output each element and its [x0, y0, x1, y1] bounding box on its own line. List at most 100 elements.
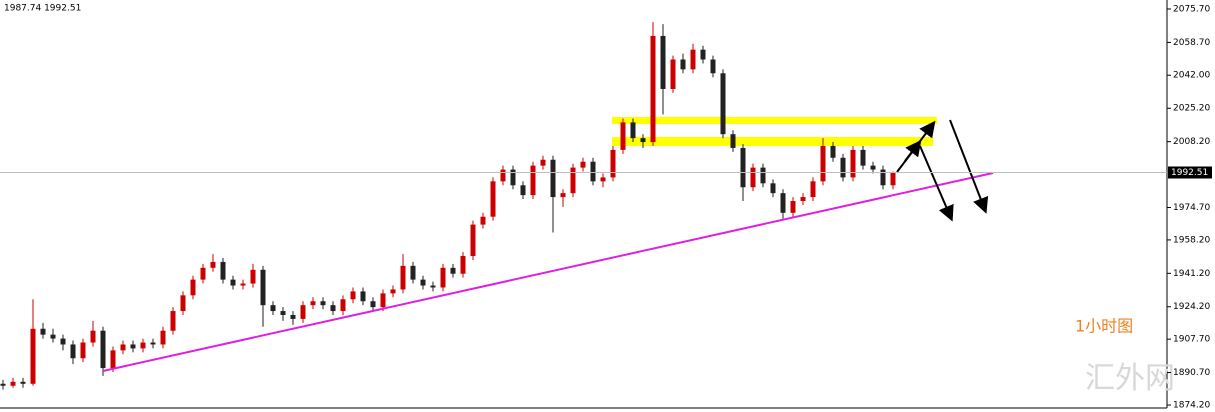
candle-body — [860, 149, 866, 166]
candle-body — [890, 172, 896, 186]
candle-body — [710, 59, 716, 74]
candle-body — [20, 381, 26, 384]
candle-body — [750, 167, 756, 188]
candle-body — [690, 49, 696, 70]
candle-body — [280, 311, 286, 315]
candle-body — [130, 344, 136, 349]
candle-body — [60, 338, 66, 345]
candle-body — [150, 342, 156, 345]
candle-body — [610, 149, 616, 178]
candle-body — [120, 344, 126, 351]
y-tick-label: 1974.70 — [1173, 203, 1210, 213]
last-price-label: 1992.51 — [1171, 168, 1208, 178]
arrow — [904, 120, 936, 162]
candle-body — [0, 383, 6, 386]
candle-body — [810, 181, 816, 198]
candle-body — [250, 269, 256, 284]
y-tick-label: 2042.00 — [1173, 71, 1210, 81]
candle-body — [410, 265, 416, 280]
y-tick-label: 1958.20 — [1173, 235, 1210, 245]
candle-body — [470, 224, 476, 257]
candle-body — [440, 267, 446, 288]
candle-body — [80, 342, 86, 359]
y-tick-label: 1890.70 — [1173, 368, 1210, 378]
candle-body — [640, 138, 646, 143]
y-tick-label: 2075.70 — [1173, 5, 1210, 15]
candle-body — [870, 165, 876, 170]
annotation: 1小时图 — [1075, 317, 1133, 336]
candle-body — [140, 342, 146, 349]
candle-body — [540, 159, 546, 166]
candle-body — [310, 301, 316, 306]
candle-body — [210, 261, 216, 268]
candle-body — [230, 279, 236, 286]
candle-body — [460, 256, 466, 274]
candle-body — [670, 59, 676, 89]
candle-body — [770, 183, 776, 194]
candle-body — [360, 291, 366, 302]
watermark: 汇外网 — [1085, 361, 1175, 396]
candle-body — [790, 201, 796, 213]
resistance-zone — [612, 137, 933, 146]
candle-body — [40, 328, 46, 335]
candle-body — [720, 73, 726, 135]
candle-body — [320, 301, 326, 306]
candle-body — [600, 177, 606, 182]
candle-body — [370, 301, 376, 308]
candle-body — [620, 122, 626, 150]
candle-body — [800, 197, 806, 202]
candle-body — [570, 167, 576, 194]
candle-body — [260, 269, 266, 306]
y-tick-label: 2058.70 — [1173, 38, 1210, 48]
candle-body — [840, 157, 846, 178]
candle-body — [510, 169, 516, 186]
candle-body — [590, 161, 596, 182]
last-price-box — [1168, 166, 1212, 179]
candle-body — [580, 161, 586, 168]
candle-body — [110, 350, 116, 369]
candle-body — [490, 181, 496, 217]
candle-body — [680, 59, 686, 70]
candle-body — [780, 193, 786, 213]
candle-body — [400, 265, 406, 290]
candle-body — [180, 295, 186, 312]
candle-body — [660, 35, 666, 89]
candle-body — [190, 279, 196, 296]
candle-body — [430, 285, 436, 288]
candle-body — [520, 185, 526, 196]
arrow — [949, 119, 989, 214]
candle-body — [30, 328, 36, 384]
y-tick-label: 1924.20 — [1173, 302, 1210, 312]
candle-body — [850, 149, 856, 178]
trend-line — [102, 172, 994, 372]
candle-body — [10, 381, 16, 386]
candle-body — [240, 283, 246, 286]
candle-body — [70, 344, 76, 359]
candle-body — [730, 134, 736, 148]
candle-body — [270, 305, 276, 312]
y-tick-label: 2025.20 — [1173, 104, 1210, 114]
candle-body — [160, 330, 166, 345]
candle-body — [300, 305, 306, 319]
candle-body — [650, 35, 656, 143]
candle-body — [100, 330, 106, 369]
candle-body — [880, 169, 886, 186]
candle-body — [90, 330, 96, 343]
candle-body — [700, 49, 706, 60]
candle-body — [340, 299, 346, 312]
candle-body — [330, 305, 336, 312]
candle-body — [550, 159, 556, 198]
candle-body — [500, 169, 506, 182]
candle-body — [820, 145, 826, 182]
candle-body — [760, 167, 766, 184]
candle-body — [450, 267, 456, 274]
resistance-zone — [612, 117, 937, 124]
candle-body — [480, 216, 486, 225]
candle-body — [170, 311, 176, 331]
candle-body — [420, 279, 426, 286]
y-tick-label: 1941.20 — [1173, 269, 1210, 279]
candle-body — [200, 267, 206, 280]
y-tick-label: 2008.20 — [1173, 137, 1210, 147]
y-tick-label: 1907.70 — [1173, 335, 1210, 345]
